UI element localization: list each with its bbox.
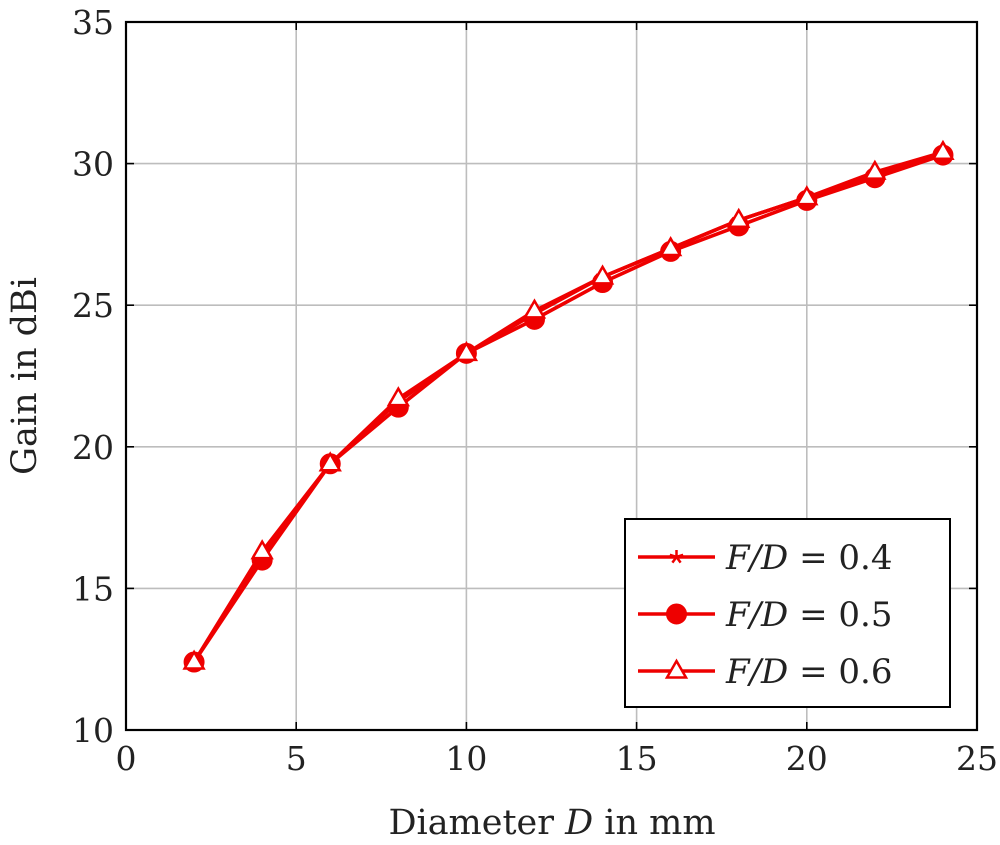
data-point-triangle: [318, 451, 342, 472]
data-point-triangle: [386, 386, 410, 407]
legend-marker-circle: [666, 603, 687, 625]
legend-entry: F/D = 0.5: [638, 595, 893, 635]
legend-entry: F/D = 0.4: [638, 538, 893, 578]
legend-label: F/D = 0.4: [725, 538, 893, 578]
x-tick-label: 15: [616, 739, 658, 778]
legend-marker-star: [669, 550, 684, 564]
y-axis-label: Gain in dBi: [5, 277, 45, 475]
data-point-triangle: [522, 298, 547, 319]
data-point-triangle: [863, 159, 887, 180]
y-tick-label: 20: [72, 428, 114, 467]
legend: F/D = 0.4 F/D = 0.5 F/D = 0.6: [624, 518, 951, 708]
series-line: [192, 150, 944, 663]
x-tick-label: 10: [445, 739, 487, 778]
data-point-triangle: [727, 207, 751, 228]
data-point-triangle: [250, 539, 274, 560]
y-tick-label: 25: [72, 286, 114, 325]
legend-label: F/D = 0.6: [725, 652, 893, 692]
y-tick-label: 30: [72, 145, 114, 184]
series-layer: [182, 139, 955, 673]
x-tick-label: 0: [116, 739, 137, 778]
data-point-triangle: [658, 236, 683, 257]
legend-entry: F/D = 0.6: [638, 652, 893, 692]
x-tick-label: 5: [286, 739, 307, 778]
plot-frame: [124, 20, 979, 732]
y-tick-label: 15: [72, 569, 114, 608]
x-tick-label: 25: [956, 739, 998, 778]
data-point-triangle: [590, 264, 615, 285]
y-tick-label: 35: [72, 3, 114, 42]
axis-ticks: 0 5 10 15 20 25 10 15 20 25 30 35: [72, 3, 998, 778]
y-tick-label: 10: [72, 711, 114, 750]
data-point-triangle: [931, 139, 955, 161]
legend-label: F/D = 0.5: [725, 595, 893, 635]
legend-marker-triangle: [664, 658, 689, 679]
x-tick-label: 20: [786, 739, 828, 778]
series-triangle: [182, 139, 955, 670]
data-point-triangle: [182, 649, 206, 670]
data-point-triangle: [795, 185, 819, 206]
x-axis-label: Diameter D in mm: [388, 803, 715, 843]
data-point-triangle: [454, 340, 479, 362]
